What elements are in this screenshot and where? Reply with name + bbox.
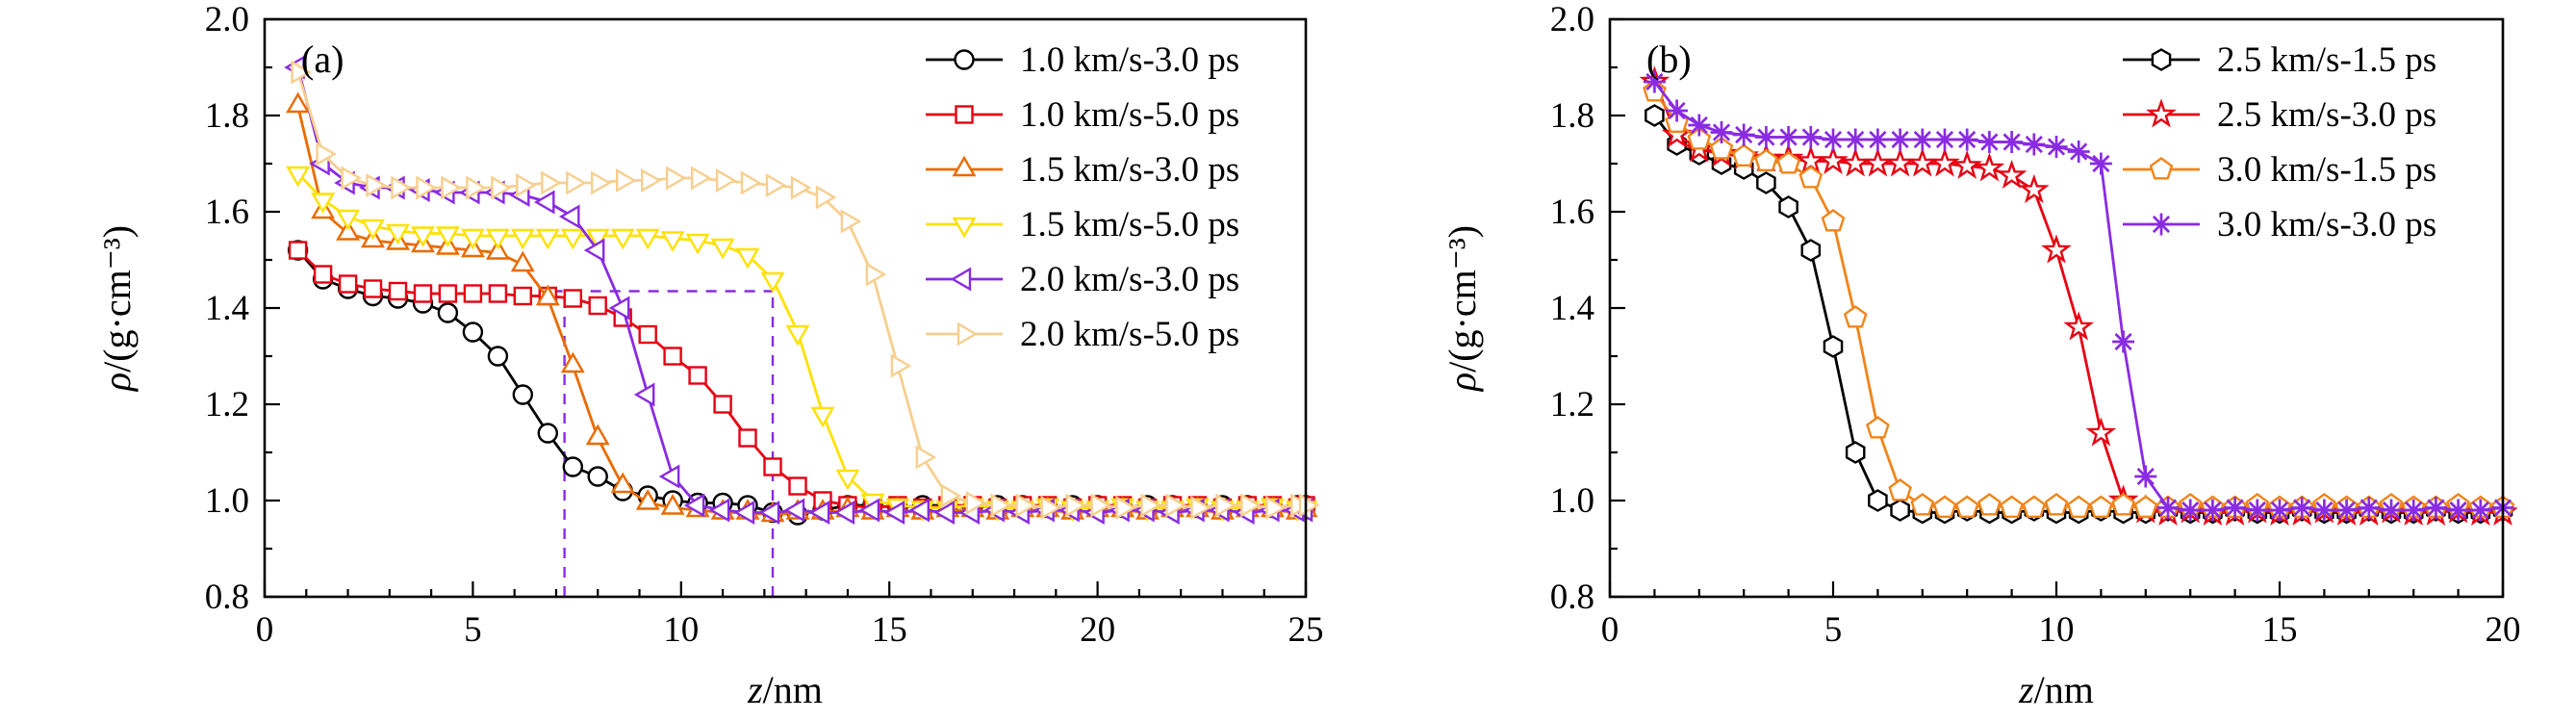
- svg-text:1.0: 1.0: [1550, 481, 1594, 521]
- svg-text:10: 10: [663, 610, 699, 650]
- svg-text:2.0 km/s-3.0 ps: 2.0 km/s-3.0 ps: [1020, 260, 1239, 299]
- svg-text:15: 15: [872, 610, 907, 650]
- svg-text:20: 20: [1080, 610, 1115, 650]
- y-axis: 0.8 1.0 1.2 1.4 1.6 1.8 2.0: [205, 0, 280, 617]
- svg-text:10: 10: [2039, 610, 2075, 650]
- axis-titles: z/nm ρ/(g·cm⁻³): [95, 225, 823, 711]
- svg-text:15: 15: [2262, 610, 2298, 650]
- svg-text:0: 0: [1601, 610, 1620, 650]
- svg-text:2.0: 2.0: [1550, 0, 1594, 39]
- svg-text:25: 25: [1288, 610, 1324, 650]
- x-axis: 0 5 10 15 20: [1601, 581, 2521, 650]
- x-axis: 0 5 10 15 20 25: [256, 581, 1324, 650]
- svg-text:ρ/(g·cm⁻³): ρ/(g·cm⁻³): [95, 225, 139, 393]
- chart-b-svg: 0 5 10 15 20 0.8 1.0 1.2 1.4 1.6 1.8 2.0 z/nm ρ/(g·cm…: [1441, 0, 2521, 711]
- svg-text:1.2: 1.2: [1550, 385, 1594, 424]
- svg-text:1.8: 1.8: [1550, 96, 1594, 136]
- svg-text:20: 20: [2486, 610, 2521, 650]
- chart-a-svg: 0 5 10 15 20 25 0.8 1.0 1.2 1.4 1.6 1.8 2.0 z/nm ρ/(g·…: [95, 0, 1324, 711]
- density-profile-chart-b: (b) 0 5 10 15 20 0.8 1.0 1.2 1.4 1.6 1.8 2.0 z/nm ρ/(…: [1417, 0, 2534, 720]
- svg-text:5: 5: [464, 610, 482, 650]
- svg-text:3.0 km/s-1.5 ps: 3.0 km/s-1.5 ps: [2217, 150, 2436, 190]
- series-5: [291, 60, 1320, 520]
- svg-text:1.5 km/s-3.0 ps: 1.5 km/s-3.0 ps: [1020, 150, 1239, 190]
- svg-text:1.0 km/s-3.0 ps: 1.0 km/s-3.0 ps: [1020, 40, 1239, 80]
- svg-text:1.4: 1.4: [205, 289, 249, 328]
- svg-text:0.8: 0.8: [205, 578, 249, 617]
- legend: 2.5 km/s-1.5 ps 2.5 km/s-3.0 ps 3.0 km/s-1…: [2123, 40, 2436, 244]
- svg-text:z/nm: z/nm: [2018, 668, 2094, 711]
- svg-text:z/nm: z/nm: [747, 668, 823, 711]
- svg-text:1.0 km/s-5.0 ps: 1.0 km/s-5.0 ps: [1020, 95, 1239, 135]
- svg-text:1.5 km/s-5.0 ps: 1.5 km/s-5.0 ps: [1020, 205, 1239, 244]
- svg-text:1.8: 1.8: [205, 96, 249, 136]
- svg-text:ρ/(g·cm⁻³): ρ/(g·cm⁻³): [1441, 225, 1484, 393]
- density-profile-chart-a: (a) 0 5 10 15 20 25 0.8 1.0 1.2 1.4 1.6 1.8 2.0 z/nm ρ…: [43, 0, 1333, 720]
- svg-text:2.0: 2.0: [205, 0, 249, 39]
- svg-text:1.2: 1.2: [205, 385, 249, 424]
- svg-text:1.6: 1.6: [1550, 193, 1594, 232]
- svg-text:5: 5: [1824, 610, 1843, 650]
- axis-titles: z/nm ρ/(g·cm⁻³): [1441, 225, 2094, 711]
- svg-text:2.5 km/s-3.0 ps: 2.5 km/s-3.0 ps: [2217, 95, 2436, 135]
- series-3: [1643, 70, 2514, 522]
- legend: 1.0 km/s-3.0 ps 1.0 km/s-5.0 ps 1.5 km/s-3…: [926, 40, 1239, 354]
- svg-text:2.0 km/s-5.0 ps: 2.0 km/s-5.0 ps: [1020, 315, 1239, 354]
- svg-text:0: 0: [256, 610, 274, 650]
- svg-text:1.6: 1.6: [205, 193, 249, 232]
- svg-text:1.0: 1.0: [205, 481, 249, 521]
- svg-text:2.5 km/s-1.5 ps: 2.5 km/s-1.5 ps: [2217, 40, 2436, 80]
- svg-text:3.0 km/s-3.0 ps: 3.0 km/s-3.0 ps: [2217, 205, 2436, 244]
- svg-text:1.4: 1.4: [1550, 289, 1594, 328]
- svg-text:0.8: 0.8: [1550, 578, 1594, 617]
- y-axis: 0.8 1.0 1.2 1.4 1.6 1.8 2.0: [1550, 0, 1625, 617]
